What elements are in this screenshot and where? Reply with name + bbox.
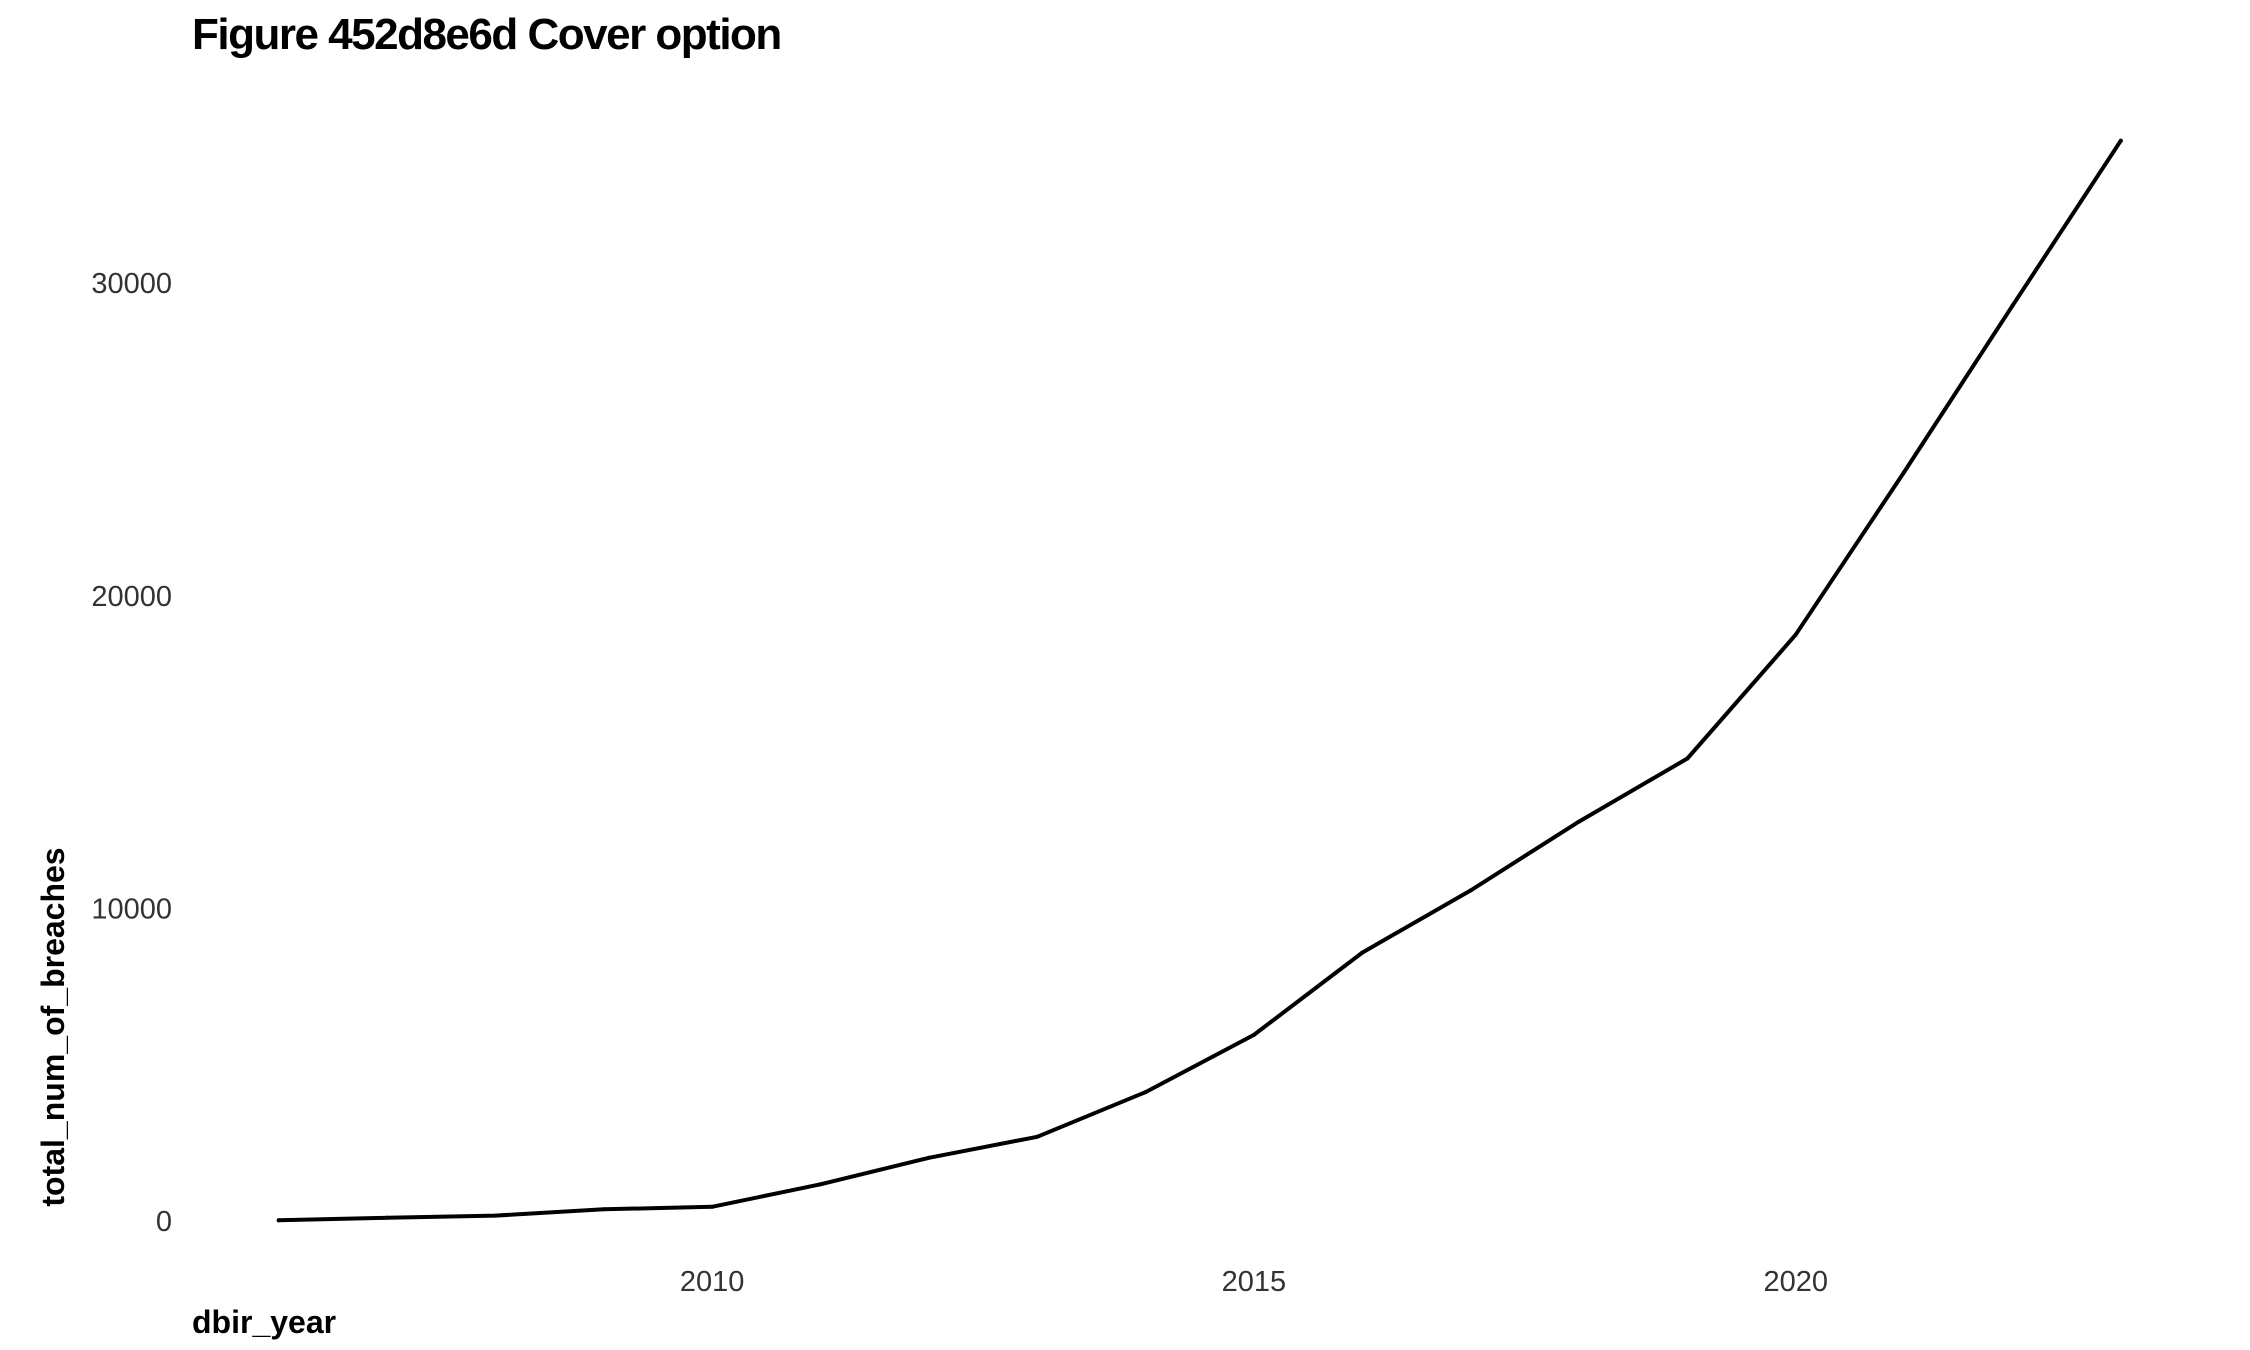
- y-axis-ticks: 0 10000 20000 30000: [91, 268, 172, 1238]
- chart-title: Figure 452d8e6d Cover option: [192, 10, 782, 59]
- data-point: [601, 1207, 606, 1212]
- data-point: [1577, 819, 1581, 824]
- data-point: [1143, 1090, 1148, 1095]
- x-tick-label: 2015: [1222, 1266, 1287, 1298]
- y-tick-label: 10000: [91, 894, 172, 926]
- data-point: [926, 1155, 931, 1160]
- data-point: [2118, 138, 2123, 143]
- data-point: [1685, 756, 1690, 761]
- data-point: [1468, 888, 1473, 893]
- data-point: [1902, 470, 1907, 475]
- data-point: [1251, 1032, 1256, 1037]
- x-tick-label: 2010: [680, 1266, 745, 1298]
- series-layer: [276, 138, 2123, 1223]
- data-point: [276, 1218, 281, 1223]
- data-point: [818, 1182, 823, 1187]
- y-axis-title: total_num_of_breaches: [35, 847, 71, 1206]
- data-point: [1793, 632, 1798, 637]
- y-tick-label: 30000: [91, 268, 172, 300]
- x-tick-label: 2020: [1763, 1266, 1828, 1298]
- y-tick-label: 0: [156, 1206, 172, 1238]
- data-point: [710, 1204, 715, 1209]
- x-axis-ticks: 2010 2015 2020: [680, 1266, 1828, 1298]
- data-point: [493, 1213, 498, 1218]
- data-point: [2010, 303, 2015, 308]
- x-axis-title: dbir_year: [192, 1304, 336, 1340]
- y-tick-label: 20000: [91, 581, 172, 613]
- data-point: [1035, 1134, 1040, 1139]
- series-line: [276, 138, 2123, 1223]
- data-point: [1360, 950, 1365, 955]
- data-point: [385, 1215, 389, 1220]
